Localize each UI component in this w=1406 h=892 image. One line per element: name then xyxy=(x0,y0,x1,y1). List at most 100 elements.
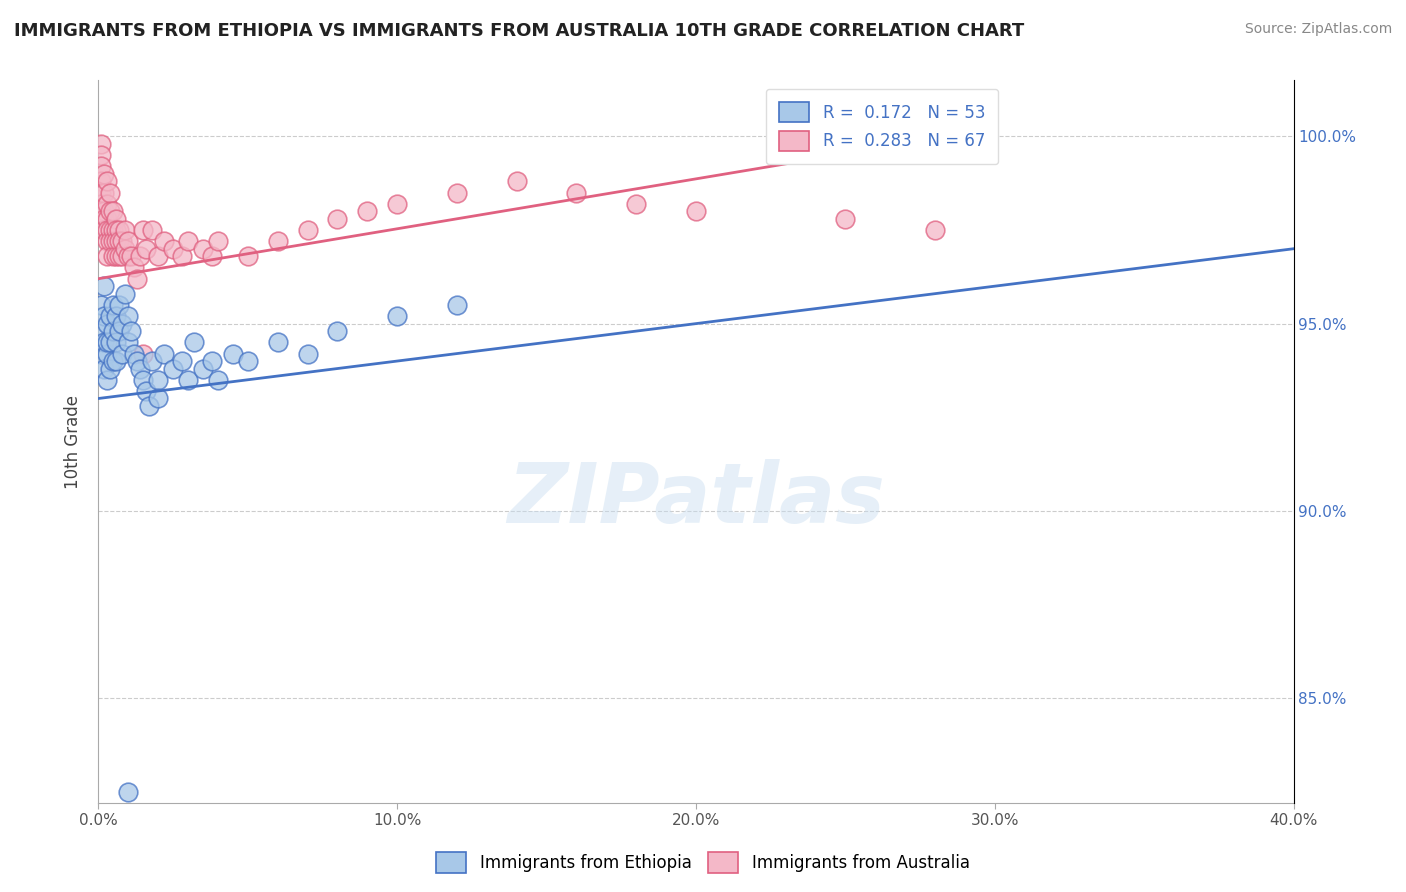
Point xyxy=(93,335,115,350)
Point xyxy=(98,186,122,200)
Point xyxy=(172,354,194,368)
Point xyxy=(111,249,134,263)
Legend: R =  0.172   N = 53, R =  0.283   N = 67: R = 0.172 N = 53, R = 0.283 N = 67 xyxy=(766,88,998,164)
Point xyxy=(103,249,125,263)
Point xyxy=(326,211,349,226)
Point xyxy=(90,148,112,162)
Text: ZIPatlas: ZIPatlas xyxy=(508,458,884,540)
Point xyxy=(114,223,136,237)
Point xyxy=(105,223,128,237)
Point xyxy=(90,174,112,188)
Point xyxy=(267,335,290,350)
Point xyxy=(103,234,125,248)
Point xyxy=(132,346,155,360)
Point xyxy=(111,346,134,360)
Point xyxy=(191,242,214,256)
Point xyxy=(135,242,157,256)
Point xyxy=(105,354,128,368)
Point xyxy=(98,223,122,237)
Point xyxy=(108,223,131,237)
Point xyxy=(172,249,194,263)
Point xyxy=(183,335,205,350)
Point xyxy=(129,361,152,376)
Point xyxy=(326,324,349,338)
Point xyxy=(108,249,131,263)
Point xyxy=(385,196,409,211)
Point xyxy=(108,324,131,338)
Point xyxy=(297,223,319,237)
Point xyxy=(96,196,118,211)
Point xyxy=(103,204,125,219)
Point xyxy=(138,399,160,413)
Point xyxy=(446,298,468,312)
Point xyxy=(90,346,112,360)
Point xyxy=(98,234,122,248)
Point xyxy=(132,223,155,237)
Point xyxy=(191,361,214,376)
Point xyxy=(111,317,134,331)
Point xyxy=(103,298,125,312)
Point xyxy=(201,249,224,263)
Point xyxy=(148,392,170,406)
Point xyxy=(96,317,118,331)
Point xyxy=(129,249,152,263)
Point xyxy=(132,373,155,387)
Point xyxy=(103,223,125,237)
Point xyxy=(93,223,115,237)
Point xyxy=(93,279,115,293)
Point xyxy=(222,346,245,360)
Point xyxy=(148,373,170,387)
Point xyxy=(356,204,378,219)
Point xyxy=(124,260,146,275)
Point xyxy=(141,223,163,237)
Point xyxy=(162,242,184,256)
Point xyxy=(117,784,139,798)
Point xyxy=(236,354,259,368)
Point xyxy=(153,234,176,248)
Point xyxy=(90,324,112,338)
Point xyxy=(93,204,115,219)
Point xyxy=(834,211,856,226)
Point xyxy=(153,346,176,360)
Point xyxy=(90,196,112,211)
Point xyxy=(297,346,319,360)
Point xyxy=(135,384,157,398)
Point xyxy=(105,249,128,263)
Point xyxy=(108,234,131,248)
Point xyxy=(103,354,125,368)
Point xyxy=(96,234,118,248)
Point xyxy=(98,309,122,323)
Point xyxy=(93,309,115,323)
Point xyxy=(626,196,648,211)
Point xyxy=(120,249,142,263)
Point xyxy=(98,361,122,376)
Point xyxy=(96,373,118,387)
Point xyxy=(96,249,118,263)
Point xyxy=(148,249,170,263)
Point xyxy=(506,174,529,188)
Point xyxy=(117,234,139,248)
Point xyxy=(141,354,163,368)
Point xyxy=(127,271,149,285)
Y-axis label: 10th Grade: 10th Grade xyxy=(65,394,83,489)
Legend: Immigrants from Ethiopia, Immigrants from Australia: Immigrants from Ethiopia, Immigrants fro… xyxy=(430,846,976,880)
Point xyxy=(111,234,134,248)
Point xyxy=(96,174,118,188)
Text: IMMIGRANTS FROM ETHIOPIA VS IMMIGRANTS FROM AUSTRALIA 10TH GRADE CORRELATION CHA: IMMIGRANTS FROM ETHIOPIA VS IMMIGRANTS F… xyxy=(14,22,1025,40)
Point xyxy=(207,373,229,387)
Point xyxy=(565,186,588,200)
Point xyxy=(127,354,149,368)
Point xyxy=(236,249,259,263)
Point xyxy=(96,346,118,360)
Point xyxy=(105,234,128,248)
Point xyxy=(105,309,128,323)
Point xyxy=(114,242,136,256)
Text: Source: ZipAtlas.com: Source: ZipAtlas.com xyxy=(1244,22,1392,37)
Point xyxy=(98,335,122,350)
Point xyxy=(108,298,131,312)
Point xyxy=(177,234,200,248)
Point xyxy=(103,324,125,338)
Point xyxy=(267,234,290,248)
Point xyxy=(96,335,118,350)
Point xyxy=(90,298,112,312)
